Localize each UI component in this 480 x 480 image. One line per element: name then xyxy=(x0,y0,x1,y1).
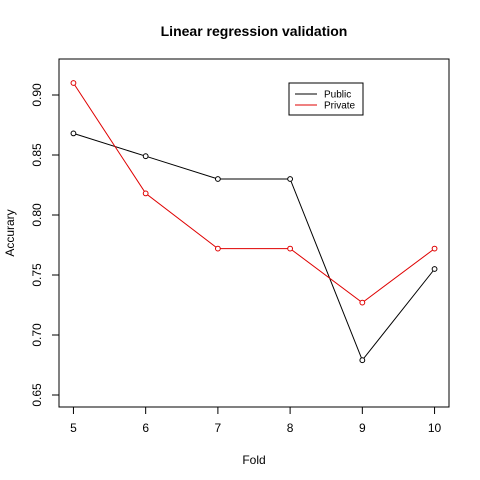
y-tick-label: 0.70 xyxy=(30,323,44,347)
series-line-private xyxy=(72,82,435,304)
data-point-public xyxy=(359,357,366,364)
data-point-public xyxy=(287,176,294,182)
x-axis-label: Fold xyxy=(242,453,265,467)
plot-frame xyxy=(58,58,450,408)
data-point-private xyxy=(431,245,438,252)
chart-title: Linear regression validation xyxy=(161,23,348,39)
data-point-public xyxy=(142,153,149,160)
y-tick-label: 0.85 xyxy=(30,143,44,167)
data-point-public xyxy=(70,130,77,137)
series-line-public xyxy=(73,132,435,362)
data-point-private xyxy=(142,190,149,197)
y-axis: 0.65 0.70 0.75 0.80 0.85 0.90 xyxy=(30,83,59,407)
legend-label: Private xyxy=(324,101,356,112)
y-tick-label: 0.80 xyxy=(30,203,44,227)
x-tick-label: 10 xyxy=(428,421,442,435)
y-tick-label: 0.65 xyxy=(30,383,44,407)
x-tick-label: 8 xyxy=(287,421,294,435)
x-tick-label: 5 xyxy=(70,421,77,435)
x-tick-label: 7 xyxy=(215,421,222,435)
data-point-private xyxy=(359,299,366,306)
data-point-private xyxy=(287,245,294,252)
legend-label: Public xyxy=(324,90,351,101)
x-axis: 5 6 7 8 9 10 xyxy=(70,407,442,435)
data-point-public xyxy=(214,176,221,182)
y-tick-label: 0.75 xyxy=(30,263,44,287)
x-tick-label: 9 xyxy=(359,421,366,435)
x-tick-label: 6 xyxy=(142,421,149,435)
data-point-public xyxy=(431,266,438,272)
series-layer xyxy=(70,80,438,364)
y-axis-label: Accurary xyxy=(3,209,17,256)
y-tick-label: 0.90 xyxy=(30,83,44,107)
legend-box xyxy=(288,82,364,116)
data-point-private xyxy=(70,80,77,86)
data-point-private xyxy=(214,245,221,252)
